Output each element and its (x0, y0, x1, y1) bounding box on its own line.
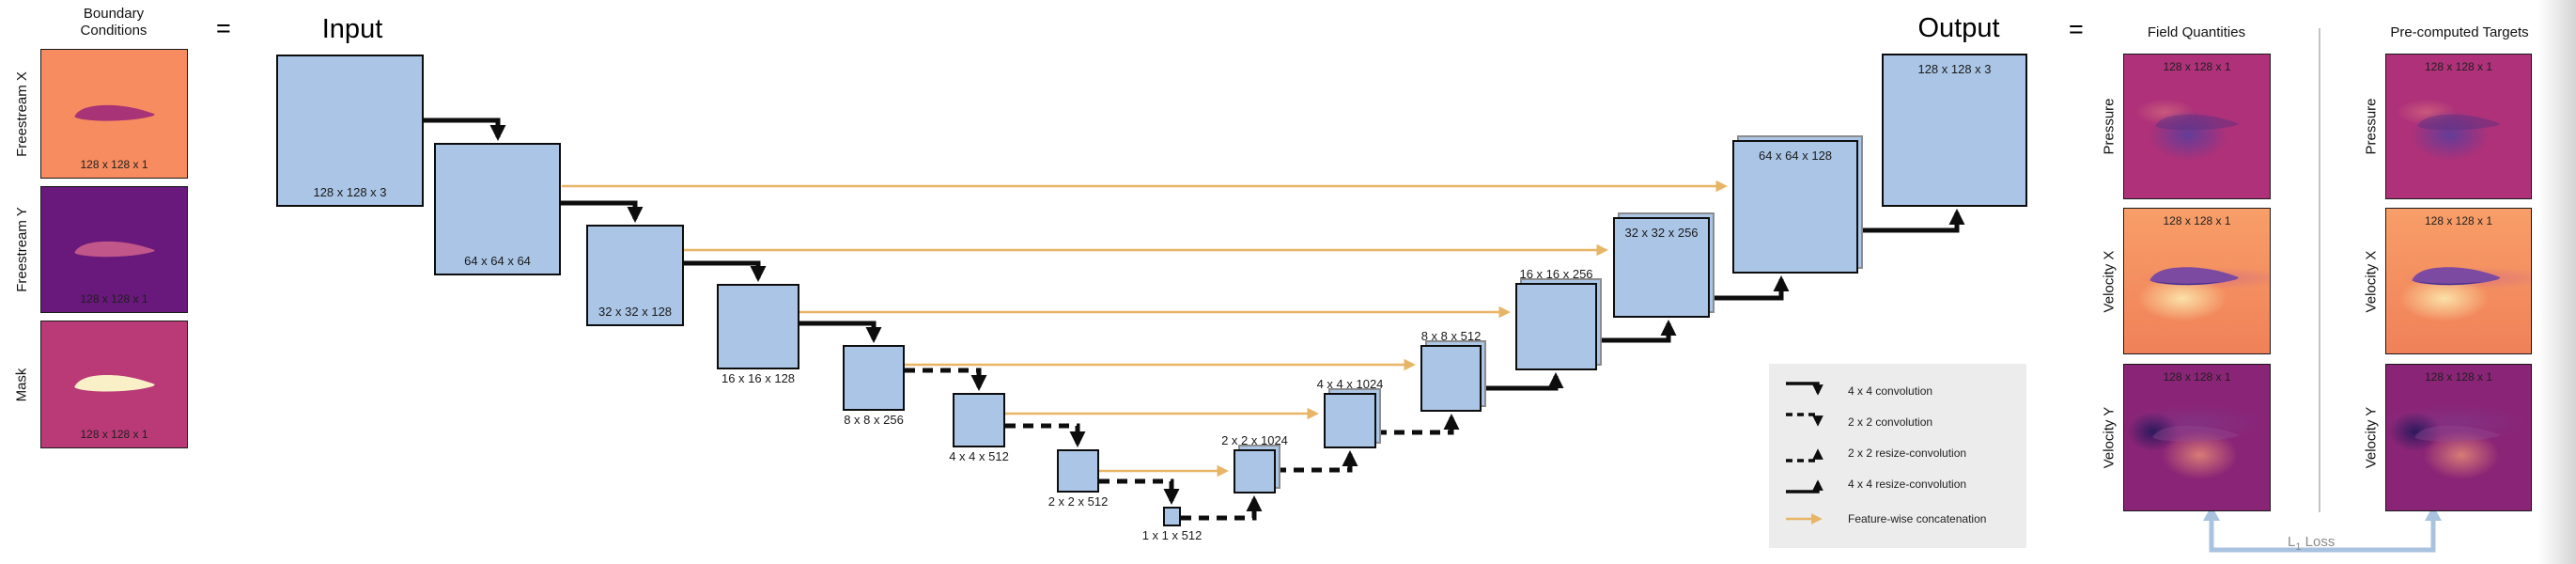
block-dims: 16 x 16 x 128 (721, 371, 796, 385)
unet-block-dec-32: 32 x 32 x 256 (1613, 217, 1710, 318)
target-velocity-x-image: 128 x 128 x 1 (2385, 208, 2532, 354)
block-dims: 2 x 2 x 512 (1047, 494, 1109, 509)
legend-label: Feature-wise concatenation (1848, 512, 1987, 525)
unet-block-dec-64: 64 x 64 x 128 (1732, 140, 1858, 274)
fq-pressure-image: 128 x 128 x 1 (2123, 54, 2271, 199)
legend-resize-conv-4x4-arrow-icon (1786, 479, 1823, 494)
image-dims: 128 x 128 x 1 (2424, 214, 2493, 227)
airfoil-shape (2155, 115, 2239, 131)
freestream-y-label: Freestream Y (13, 207, 30, 292)
block-dims: 4 x 4 x 1024 (1316, 377, 1384, 391)
field-quantities-title: Field Quantities (2147, 24, 2246, 40)
l1-loss-label: L1 Loss (2288, 534, 2335, 553)
unet-block-dec-8: 8 x 8 x 512 (1420, 329, 1482, 412)
unet-block-enc-64: 64 x 64 x 64 (434, 143, 561, 275)
airfoil-shape (73, 241, 155, 257)
mask-label: Mask (13, 368, 30, 401)
equals-sign-left: = (216, 14, 231, 42)
image-dims: 128 x 128 x 1 (2163, 60, 2231, 73)
airfoil-shape (73, 374, 155, 392)
unet-block-dec-4: 4 x 4 x 1024 (1317, 377, 1383, 448)
block-dims: 32 x 32 x 128 (597, 305, 673, 319)
fq-velocity-x-label: Velocity X (2101, 250, 2118, 312)
target-velocity-y-label: Velocity Y (2363, 406, 2380, 469)
legend-conv-4x4-arrow-icon (1786, 382, 1823, 396)
block-dims: 8 x 8 x 512 (1420, 329, 1482, 343)
airfoil-shape (2149, 266, 2239, 285)
equals-sign-right: = (2069, 15, 2084, 43)
target-velocity-x-label: Velocity X (2363, 250, 2380, 312)
legend-concatenation-arrow-icon (1786, 513, 1823, 525)
edge-fade (2538, 0, 2576, 564)
legend: 4 x 4 convolution 2 x 2 convolution 2 x … (1769, 364, 2026, 548)
unet-block-input: 128 x 128 x 3 (276, 55, 424, 207)
block-dims: 8 x 8 x 256 (844, 413, 904, 427)
legend-row: 2 x 2 convolution (1782, 410, 1932, 434)
freestream-x-label: Freestream X (13, 70, 30, 157)
legend-resize-conv-2x2-arrow-icon (1786, 448, 1823, 462)
block-dims: 16 x 16 x 256 (1519, 267, 1593, 281)
freestream-y-image: 128 x 128 x 1 (40, 186, 188, 313)
image-dims: 128 x 128 x 1 (80, 158, 148, 171)
target-pressure-image: 128 x 128 x 1 (2385, 54, 2532, 199)
unet-block-bottleneck: 1 x 1 x 512 (1142, 507, 1202, 542)
input-title: Input (321, 14, 383, 44)
block-dims: 4 x 4 x 512 (949, 449, 1009, 463)
boundary-conditions-title: Boundary Conditions (80, 6, 147, 39)
unet-block-dec-2: 2 x 2 x 1024 (1221, 433, 1288, 494)
fq-velocity-x-image: 128 x 128 x 1 (2123, 208, 2271, 354)
block-dims: 128 x 128 x 3 (1917, 62, 1992, 76)
fq-pressure-label: Pressure (2101, 98, 2118, 155)
block-dims: 64 x 64 x 128 (1758, 149, 1833, 163)
block-dims: 1 x 1 x 512 (1141, 528, 1203, 542)
airfoil-shape (2412, 266, 2500, 285)
block-dims: 32 x 32 x 256 (1624, 226, 1699, 240)
freestream-x-image: 128 x 128 x 1 (40, 49, 188, 179)
airfoil-shape (2152, 425, 2239, 442)
legend-row: Feature-wise concatenation (1782, 507, 1986, 531)
block-dims: 64 x 64 x 64 (464, 254, 531, 268)
image-dims: 128 x 128 x 1 (80, 292, 148, 306)
fq-velocity-y-image: 128 x 128 x 1 (2123, 364, 2271, 511)
legend-label: 2 x 2 resize-convolution (1848, 446, 1967, 460)
column-divider (2319, 28, 2320, 512)
mask-image: 128 x 128 x 1 (40, 321, 188, 448)
unet-block-dec-16: 16 x 16 x 256 (1515, 267, 1597, 370)
image-dims: 128 x 128 x 1 (80, 428, 148, 441)
unet-block-enc-4: 4 x 4 x 512 (949, 393, 1009, 463)
legend-conv-2x2-arrow-icon (1786, 413, 1823, 427)
target-pressure-label: Pressure (2363, 98, 2380, 155)
image-dims: 128 x 128 x 1 (2163, 370, 2231, 384)
airfoil-shape (2414, 425, 2500, 442)
unet-block-enc-2: 2 x 2 x 512 (1048, 449, 1108, 509)
airfoil-shape (73, 104, 155, 121)
legend-label: 4 x 4 resize-convolution (1848, 478, 1967, 491)
block-dims: 128 x 128 x 3 (313, 185, 387, 199)
legend-label: 4 x 4 convolution (1848, 384, 1933, 398)
fq-velocity-y-label: Velocity Y (2101, 406, 2118, 469)
image-dims: 128 x 128 x 1 (2424, 60, 2493, 73)
unet-block-output: 128 x 128 x 3 (1882, 54, 2027, 207)
legend-row: 2 x 2 resize-convolution (1782, 441, 1966, 465)
output-title: Output (1917, 13, 2000, 43)
unet-block-enc-8: 8 x 8 x 256 (843, 345, 905, 427)
legend-row: 4 x 4 resize-convolution (1782, 472, 1966, 496)
block-dims: 2 x 2 x 1024 (1221, 433, 1288, 447)
targets-title: Pre-computed Targets (2390, 24, 2529, 40)
target-velocity-y-image: 128 x 128 x 1 (2385, 364, 2532, 511)
unet-block-enc-32: 32 x 32 x 128 (586, 225, 684, 326)
legend-row: 4 x 4 convolution (1782, 379, 1932, 403)
airfoil-shape (2417, 115, 2500, 131)
image-dims: 128 x 128 x 1 (2163, 214, 2231, 227)
conv-2x2-arrows (905, 368, 1180, 505)
image-dims: 128 x 128 x 1 (2424, 370, 2493, 384)
legend-label: 2 x 2 convolution (1848, 415, 1933, 429)
unet-block-enc-16: 16 x 16 x 128 (717, 284, 799, 385)
